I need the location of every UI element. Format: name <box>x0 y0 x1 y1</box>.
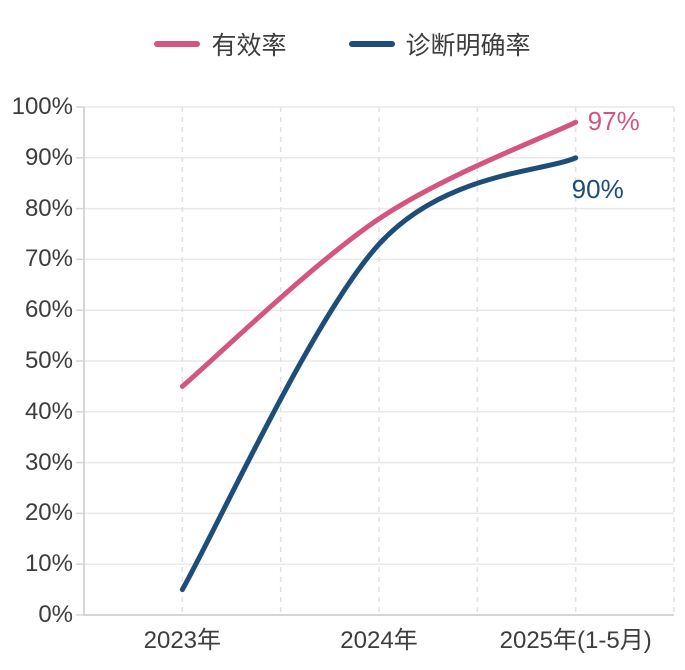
series-line-effective-rate <box>179 119 579 389</box>
legend-item-effective-rate: 有效率 <box>154 26 287 62</box>
x-tick-label: 2025年(1-5月) <box>499 627 652 654</box>
legend-label-effective-rate: 有效率 <box>211 32 287 60</box>
legend-line-swatch-pink <box>154 41 201 47</box>
y-tick-label: 100% <box>11 93 73 120</box>
data-label-97-percent: 97% <box>587 106 640 137</box>
legend-label-diagnosis-rate: 诊断明确率 <box>405 32 531 60</box>
x-tick-label: 2023年 <box>143 627 222 654</box>
y-tick-label: 80% <box>24 194 73 222</box>
y-tick-label: 90% <box>24 143 73 171</box>
y-tick-label: 0% <box>38 601 73 628</box>
y-tick-label: 70% <box>24 245 73 273</box>
y-tick-label: 50% <box>24 347 73 374</box>
x-tick-label: 2024年 <box>340 627 418 654</box>
series-line-diagnosis-rate <box>179 155 579 593</box>
y-tick-label: 10% <box>24 550 73 578</box>
chart-legend: 有效率 诊断明确率 <box>0 26 685 62</box>
y-tick-label: 20% <box>24 499 73 527</box>
y-tick-label: 40% <box>24 397 73 425</box>
y-tick-label: 30% <box>24 448 73 476</box>
y-tick-label: 60% <box>24 296 73 324</box>
legend-line-swatch-blue <box>348 41 395 47</box>
legend-item-diagnosis-rate: 诊断明确率 <box>348 26 531 62</box>
data-label-90-percent: 90% <box>571 173 624 204</box>
